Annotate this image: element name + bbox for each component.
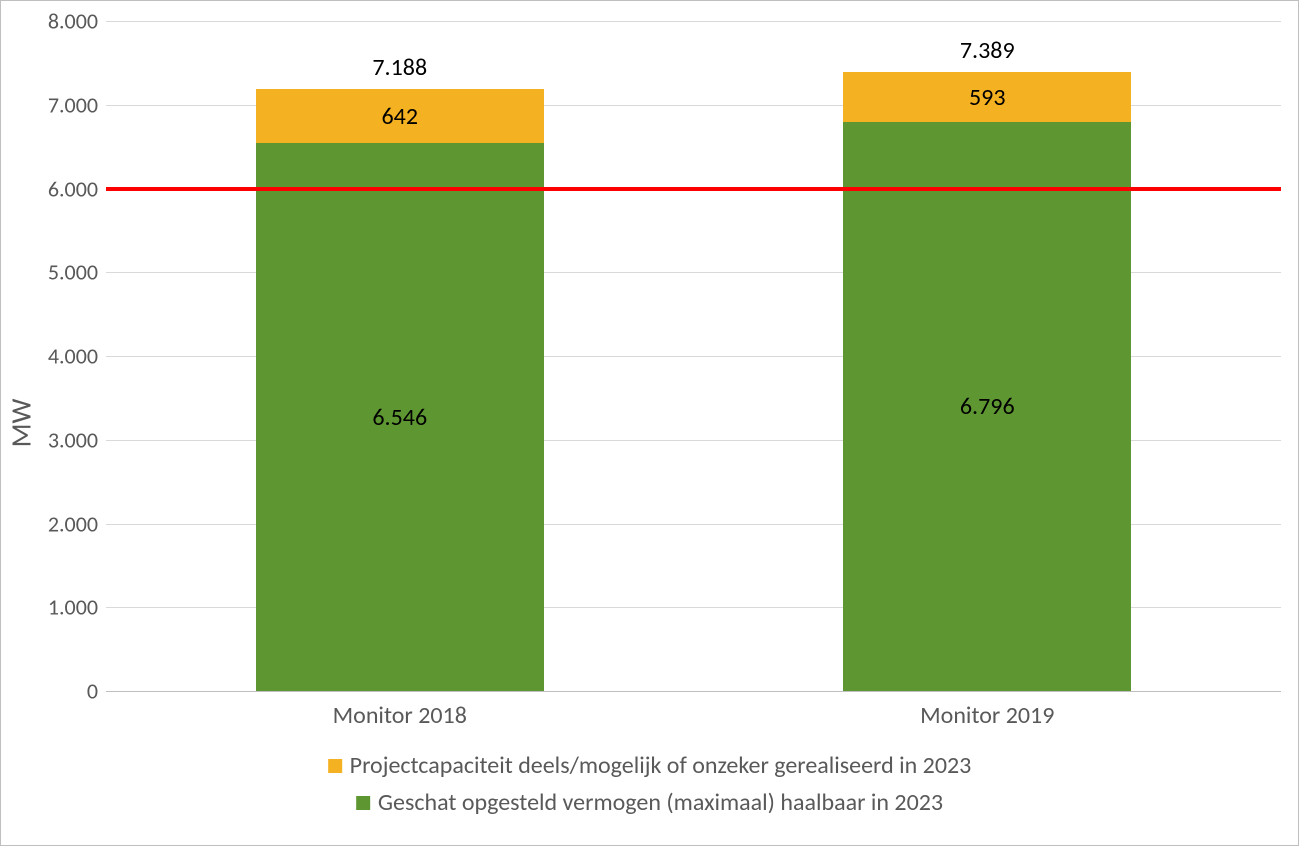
x-tick-label: Monitor 2019 [920, 701, 1054, 730]
y-tick-label: 7.000 [18, 91, 98, 118]
legend-swatch [328, 759, 342, 773]
plot-area: 6.546 642 7.188 6.796 593 7.389 [106, 21, 1281, 691]
bar-segment-label: 642 [382, 102, 419, 131]
legend-item-orange: Projectcapaciteit deels/mogelijk of onze… [328, 751, 972, 780]
y-tick-label: 3.000 [18, 426, 98, 453]
y-tick-label: 0 [18, 678, 98, 705]
y-tick-label: 5.000 [18, 259, 98, 286]
legend-item-green: Geschat opgesteld vermogen (maximaal) ha… [356, 788, 943, 817]
reference-line [106, 187, 1281, 191]
legend-label: Geschat opgesteld vermogen (maximaal) ha… [378, 788, 943, 817]
legend-label: Projectcapaciteit deels/mogelijk of onze… [350, 751, 972, 780]
x-axis-line [106, 691, 1281, 692]
x-tick-label: Monitor 2018 [333, 701, 467, 730]
y-tick-label: 6.000 [18, 175, 98, 202]
y-tick-label: 8.000 [18, 8, 98, 35]
legend: Projectcapaciteit deels/mogelijk of onze… [328, 751, 972, 817]
chart-container: MW 6.5466427.1886.7965937.389 Projectcap… [0, 0, 1299, 846]
bar-total-label: 7.389 [960, 36, 1015, 65]
bar-total-label: 7.188 [372, 53, 427, 82]
bar-group [843, 21, 1131, 691]
y-tick-label: 1.000 [18, 594, 98, 621]
bar-segment-label: 6.546 [372, 403, 427, 432]
y-tick-label: 4.000 [18, 343, 98, 370]
legend-swatch [356, 796, 370, 810]
y-tick-label: 2.000 [18, 510, 98, 537]
bar-segment-label: 6.796 [960, 392, 1015, 421]
bar-segment-label: 593 [969, 83, 1006, 112]
